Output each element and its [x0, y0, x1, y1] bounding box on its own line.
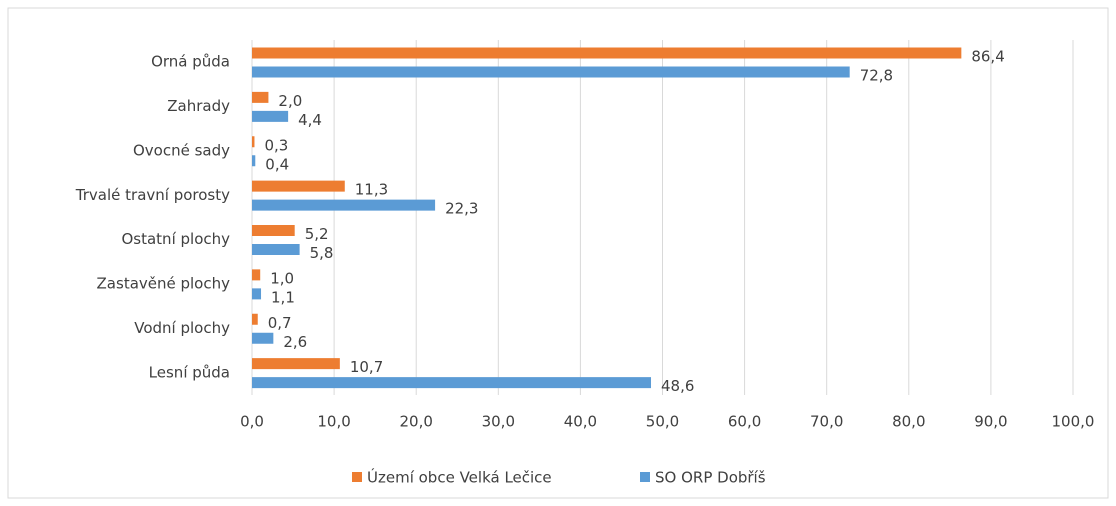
bar — [252, 66, 850, 78]
data-label: 2,0 — [278, 92, 302, 110]
data-label: 72,8 — [860, 67, 893, 85]
bar — [252, 288, 262, 300]
x-tick-label: 60,0 — [728, 413, 761, 431]
legend-swatch — [640, 472, 650, 482]
bar — [252, 358, 340, 370]
data-label: 5,2 — [305, 225, 329, 243]
y-tick-label: Trvalé travní porosty — [75, 186, 230, 204]
y-tick-label: Ovocné sady — [133, 141, 230, 159]
x-tick-label: 50,0 — [646, 413, 679, 431]
x-tick-label: 100,0 — [1052, 413, 1095, 431]
y-tick-label: Zastavěné plochy — [97, 275, 231, 293]
data-label: 0,7 — [268, 314, 292, 332]
data-label: 1,0 — [270, 269, 294, 287]
data-label: 0,3 — [264, 136, 288, 154]
bar — [252, 91, 269, 103]
data-label: 1,1 — [271, 288, 295, 306]
x-tick-label: 10,0 — [317, 413, 350, 431]
y-tick-label: Orná půda — [151, 53, 230, 71]
bar — [252, 47, 962, 59]
bar — [252, 244, 300, 255]
data-label: 11,3 — [355, 181, 388, 199]
legend-swatch — [352, 472, 362, 482]
bar — [252, 313, 258, 325]
y-tick-label: Vodní plochy — [134, 319, 230, 337]
data-label: 2,6 — [283, 333, 307, 351]
bar — [252, 199, 436, 211]
legend-label: SO ORP Dobříš — [655, 469, 766, 487]
data-label: 5,8 — [310, 244, 334, 262]
bar — [252, 269, 261, 281]
data-label: 22,3 — [445, 200, 478, 218]
x-tick-label: 20,0 — [399, 413, 432, 431]
bar — [252, 155, 256, 167]
x-tick-label: 70,0 — [810, 413, 843, 431]
data-label: 0,4 — [265, 155, 289, 173]
x-tick-label: 0,0 — [240, 413, 264, 431]
bar — [252, 136, 255, 148]
legend-label: Území obce Velká Lečice — [367, 468, 552, 487]
bar — [252, 225, 295, 236]
bar — [252, 332, 274, 344]
data-label: 10,7 — [350, 358, 383, 376]
data-label: 4,4 — [298, 111, 322, 129]
y-tick-label: Zahrady — [167, 97, 230, 115]
x-tick-label: 80,0 — [892, 413, 925, 431]
x-tick-label: 30,0 — [482, 413, 515, 431]
chart-frame — [7, 7, 1109, 499]
y-tick-label: Ostatní plochy — [121, 230, 230, 248]
bar — [252, 180, 345, 192]
x-tick-label: 90,0 — [974, 413, 1007, 431]
data-label: 86,4 — [971, 48, 1004, 66]
bar — [252, 110, 289, 122]
x-tick-label: 40,0 — [564, 413, 597, 431]
bar — [252, 377, 652, 389]
y-tick-label: Lesní půda — [149, 363, 230, 381]
data-label: 48,6 — [661, 377, 694, 395]
